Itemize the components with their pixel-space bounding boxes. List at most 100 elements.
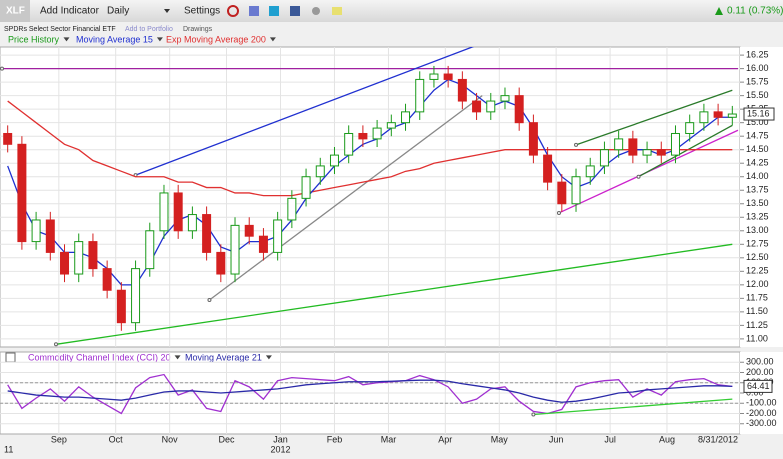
y-tick-label: 15.75 bbox=[746, 77, 769, 87]
candle-body bbox=[386, 122, 396, 129]
price-legend: Price History Moving Average 15 Exp Movi… bbox=[8, 34, 266, 44]
candle-body bbox=[31, 219, 41, 243]
trendline-handle bbox=[574, 142, 579, 147]
y-tick-label: 15.50 bbox=[746, 90, 769, 100]
close-indicator-button[interactable] bbox=[5, 352, 16, 363]
candle-body bbox=[159, 192, 169, 232]
candle-body bbox=[131, 268, 141, 324]
y-tick-label: 16.25 bbox=[746, 49, 769, 59]
y-tick-label: 16.00 bbox=[746, 63, 769, 73]
candle-body bbox=[685, 122, 695, 134]
trendline bbox=[55, 243, 733, 345]
x-tick-label: Jul bbox=[604, 434, 616, 444]
candle-body bbox=[500, 95, 510, 102]
price-change: 0.11 (0.73%) bbox=[727, 6, 783, 17]
legend-price-history: Price History bbox=[8, 34, 60, 44]
y-tick-label: -100.00 bbox=[746, 398, 777, 408]
candle-body bbox=[230, 224, 240, 275]
icon-twitter[interactable] bbox=[269, 6, 279, 16]
candle-body bbox=[585, 165, 595, 178]
y-tick-label: 12.00 bbox=[746, 279, 769, 289]
trendline bbox=[533, 398, 733, 416]
candle-body bbox=[415, 78, 425, 113]
candle-body bbox=[74, 241, 84, 275]
candle-body bbox=[429, 73, 439, 80]
x-tick-label: Oct bbox=[109, 434, 124, 444]
legend-ma15: Moving Average 15 bbox=[76, 34, 153, 44]
candle-body bbox=[557, 181, 567, 205]
y-tick-label: 14.50 bbox=[746, 144, 769, 154]
candle-body bbox=[344, 132, 354, 156]
legend-dropdown-arrow[interactable] bbox=[156, 37, 163, 42]
y-tick-label: 13.00 bbox=[746, 225, 769, 235]
legend-cci: Commodity Channel Index (CCI) 20 bbox=[28, 352, 171, 362]
trendline-handle bbox=[636, 174, 641, 179]
line-series bbox=[7, 100, 733, 197]
candle-body bbox=[614, 138, 624, 151]
y-tick-label: 12.50 bbox=[746, 252, 769, 262]
icon-note[interactable] bbox=[332, 7, 342, 15]
last-value-box bbox=[743, 379, 773, 393]
icon-compare[interactable] bbox=[249, 6, 259, 16]
legend-dropdown-arrow[interactable] bbox=[63, 37, 70, 42]
legend-dropdown-arrow[interactable] bbox=[174, 355, 181, 360]
candle-body bbox=[17, 143, 27, 243]
candle-body bbox=[102, 268, 112, 291]
y-tick-label: -200.00 bbox=[746, 408, 777, 418]
end-date: 8/31/2012 bbox=[698, 434, 738, 444]
trendline-handle bbox=[207, 297, 212, 302]
candle-body bbox=[315, 165, 325, 178]
line-series bbox=[7, 373, 733, 415]
trendline bbox=[575, 89, 733, 146]
trendline bbox=[209, 95, 483, 301]
candle-body bbox=[372, 127, 382, 140]
y-tick-label: 14.25 bbox=[746, 158, 769, 168]
icon-settings[interactable] bbox=[312, 7, 320, 15]
candle-body bbox=[187, 214, 197, 232]
period-select[interactable]: Daily bbox=[107, 6, 129, 17]
candle-body bbox=[88, 241, 98, 270]
candle-body bbox=[699, 111, 709, 124]
candle-body bbox=[145, 230, 155, 270]
x-tick-label: Sep bbox=[51, 434, 67, 444]
y-tick-label: 14.00 bbox=[746, 171, 769, 181]
candle-body bbox=[443, 73, 453, 80]
drawings-link[interactable]: Drawings bbox=[183, 26, 213, 33]
year-label: 11 bbox=[4, 444, 13, 454]
last-price-label: 15.16 bbox=[747, 108, 770, 118]
line-series bbox=[7, 78, 733, 286]
dropdown-arrow[interactable] bbox=[164, 9, 170, 13]
icon-refresh[interactable] bbox=[227, 5, 239, 17]
trendline-handle bbox=[556, 210, 561, 215]
trendline-handle bbox=[53, 342, 58, 347]
settings-button[interactable]: Settings bbox=[184, 6, 220, 17]
y-tick-label: 11.00 bbox=[746, 333, 768, 343]
legend-ma21: Moving Average 21 bbox=[185, 352, 262, 362]
y-tick-label: -300.00 bbox=[746, 418, 777, 428]
add-indicator-button[interactable]: Add Indicator bbox=[40, 6, 100, 17]
y-tick-label: 12.75 bbox=[746, 239, 769, 249]
add-to-portfolio-link[interactable]: Add to Portfolio bbox=[125, 26, 173, 33]
y-tick-label: 200.00 bbox=[746, 367, 774, 377]
x-tick-label: Mar bbox=[381, 434, 397, 444]
candle-body bbox=[670, 132, 680, 156]
candle-body bbox=[329, 154, 339, 167]
candle-body bbox=[528, 122, 538, 156]
icon-facebook[interactable] bbox=[290, 6, 300, 16]
x-tick-label: May bbox=[491, 434, 509, 444]
candle-body bbox=[273, 219, 283, 253]
candle-body bbox=[486, 100, 496, 113]
y-tick-label: 13.50 bbox=[746, 198, 769, 208]
legend-dropdown-arrow[interactable] bbox=[265, 355, 272, 360]
legend-ema200: Exp Moving Average 200 bbox=[166, 34, 266, 44]
candle-body bbox=[216, 251, 226, 275]
y-tick-label: 11.25 bbox=[746, 320, 768, 330]
toolbar bbox=[0, 0, 783, 22]
candle-body bbox=[258, 235, 268, 253]
candle-body bbox=[401, 111, 411, 124]
candle-body bbox=[571, 176, 581, 205]
last-value-label: 64.41 bbox=[747, 381, 770, 391]
x-tick-label: Nov bbox=[162, 434, 179, 444]
candle-body bbox=[642, 149, 652, 156]
legend-dropdown-arrow[interactable] bbox=[269, 37, 276, 42]
